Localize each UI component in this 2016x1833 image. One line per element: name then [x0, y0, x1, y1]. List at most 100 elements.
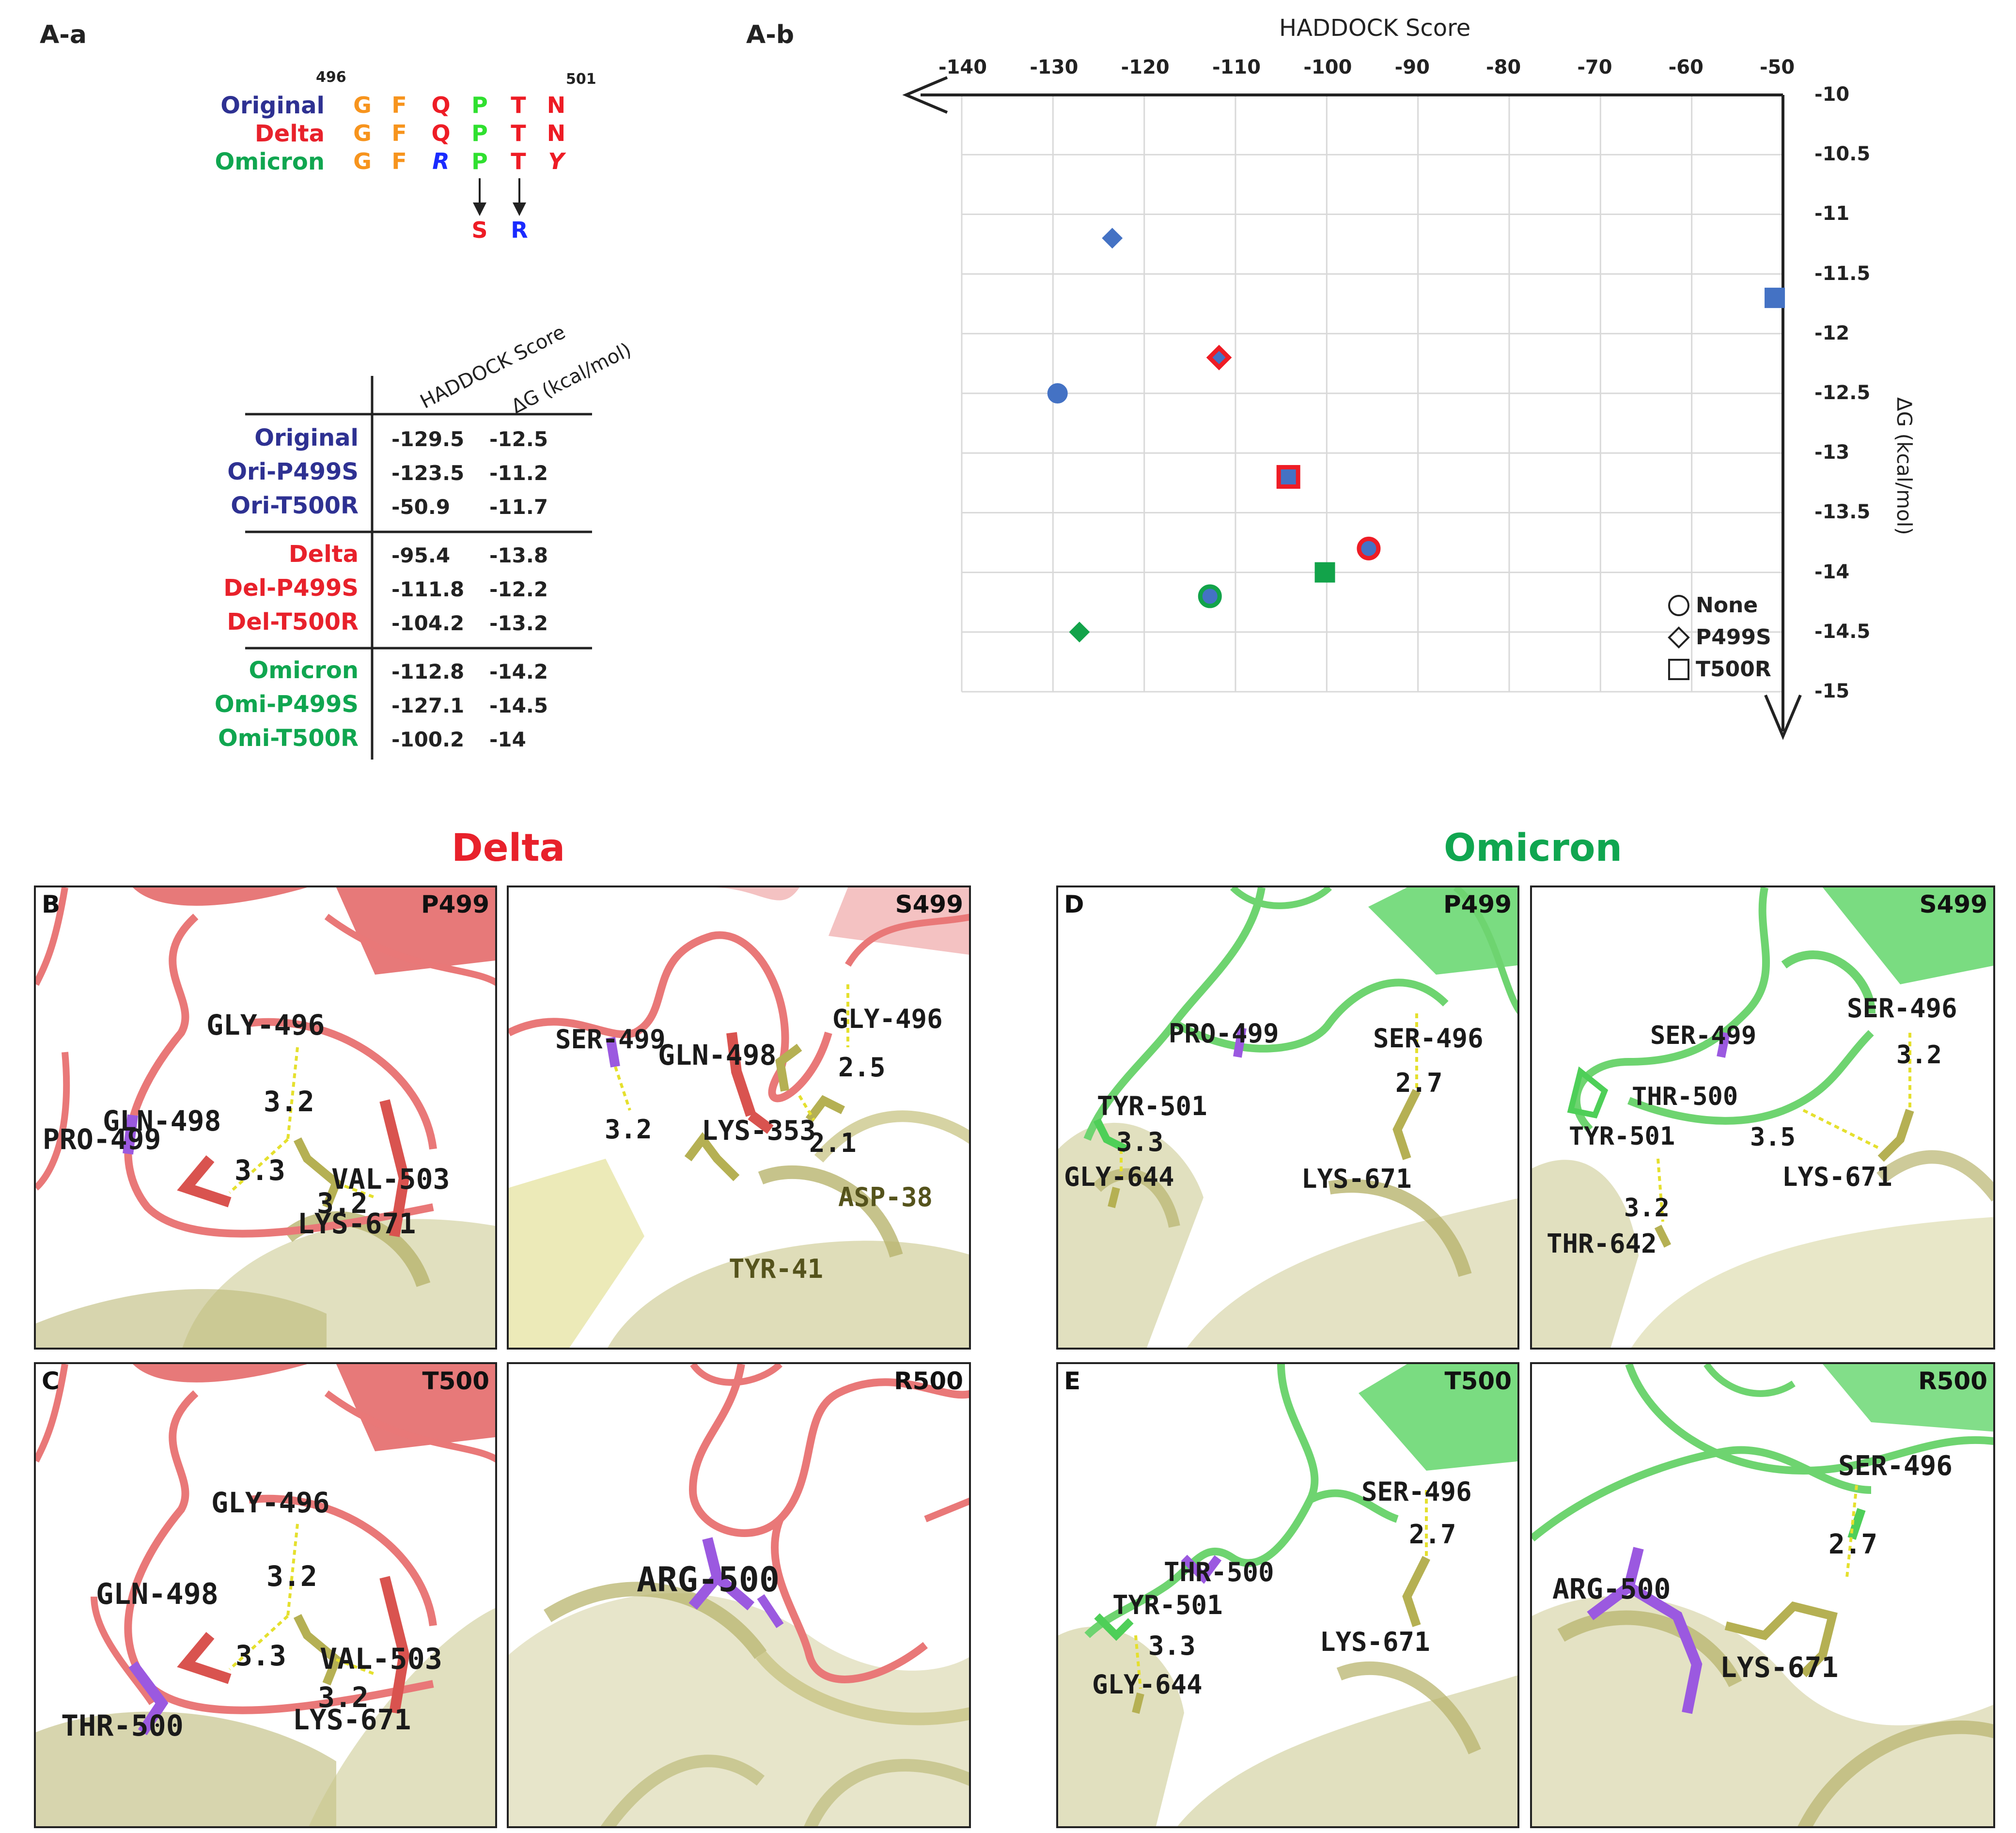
panel-tag: T500: [1444, 1367, 1512, 1395]
legend-marker: [1668, 626, 1690, 649]
residue-label: GLY-644: [1092, 1669, 1203, 1700]
legend-label: P499S: [1696, 625, 1771, 650]
residue: N: [547, 92, 566, 118]
position-start: 496: [316, 69, 346, 86]
mutation-arrows: [473, 178, 526, 216]
residue: G: [353, 148, 372, 174]
structure-render: [1532, 1364, 1993, 1826]
panel-d: D P499 PRO-499 SER-496 TYR-501 GLY-644 L…: [1056, 885, 1519, 1350]
panel-tag: S499: [895, 890, 963, 918]
table-cell-score: -129.5: [391, 427, 465, 451]
panel-tag: R500: [894, 1367, 963, 1395]
residue-label: LYS-671: [297, 1207, 416, 1240]
residue-label: THR-500: [1164, 1557, 1274, 1587]
table-row-name: Original: [254, 424, 359, 451]
residue-label: TYR-501: [1097, 1091, 1207, 1121]
distance-label: 3.2: [317, 1187, 368, 1220]
residue: P: [471, 148, 488, 174]
residue-label: TYR-501: [1112, 1590, 1223, 1620]
table-row-name: Omi-T500R: [218, 725, 359, 752]
panel-label-a-b: A-b: [746, 20, 795, 49]
residue-label: LYS-671: [1301, 1164, 1412, 1194]
panel-tag: T500: [422, 1367, 489, 1395]
residue-label: SER-496: [1838, 1450, 1953, 1482]
residue-label: ARG-500: [637, 1560, 780, 1600]
table-cell-score: -112.8: [391, 660, 465, 683]
residue-label: GLY-496: [832, 1004, 943, 1034]
residue: F: [391, 120, 407, 146]
distance-label: 3.2: [264, 1085, 314, 1118]
y-tick-label: -10: [1814, 83, 1850, 106]
distance-label: 2.7: [1409, 1519, 1456, 1550]
residue-label: VAL-503: [320, 1642, 442, 1676]
y-tick-label: -15: [1814, 680, 1850, 702]
panel-delta-s499: S499 SER-499 GLN-498 GLY-496 LYS-353 ASP…: [507, 885, 971, 1350]
y-tick-label: -10.5: [1814, 143, 1871, 166]
x-tick-label: -80: [1486, 56, 1521, 78]
x-tick-label: -100: [1303, 56, 1352, 78]
table-cell-dg: -11.7: [489, 495, 548, 519]
residue-label: GLY-496: [211, 1486, 330, 1519]
table-row-name: Del-T500R: [227, 608, 359, 636]
structure-render: [36, 1364, 495, 1826]
y-tick-label: -12.5: [1814, 382, 1871, 404]
residue-label: GLN-498: [103, 1104, 221, 1137]
residue-label: ASP-38: [838, 1182, 933, 1212]
data-point: [1069, 621, 1090, 643]
residue: P: [471, 92, 488, 118]
table-cell-dg: -12.5: [489, 427, 548, 451]
panel-delta-r500: R500 ARG-500: [507, 1362, 971, 1828]
y-tick-label: -13: [1814, 441, 1850, 464]
residue: T: [511, 92, 526, 118]
residue: Y: [548, 148, 564, 174]
panel-b: B P499 GLY-496 GLN-498 PRO-499 VAL-503 L…: [34, 885, 497, 1350]
table-cell-score: -123.5: [391, 461, 465, 485]
residue-label: LYS-671: [1720, 1651, 1839, 1684]
table-row-name: Omicron: [249, 657, 359, 684]
residue: N: [547, 120, 566, 146]
x-tick-label: -50: [1760, 56, 1795, 78]
table-cell-score: -95.4: [391, 544, 451, 567]
residue-label: TYR-41: [729, 1254, 824, 1284]
chart-points: [1047, 228, 1785, 643]
chart-axes: [902, 76, 1802, 740]
distance-label: 3.3: [1116, 1127, 1164, 1157]
distance-label: 3.2: [266, 1560, 317, 1593]
mutation-s: S: [471, 217, 488, 243]
residue-label: SER-499: [555, 1024, 666, 1055]
table-cell-dg: -13.8: [489, 544, 548, 567]
data-point: [1357, 536, 1381, 560]
structure-render: [1058, 1364, 1517, 1826]
table-cell-dg: -11.2: [489, 461, 548, 485]
residue: G: [353, 92, 372, 118]
residue: T: [511, 148, 526, 174]
x-tick-label: -110: [1212, 56, 1261, 78]
structure-render: [1532, 887, 1993, 1348]
residue-label: GLN-498: [96, 1577, 219, 1611]
table-cell-dg: -14.2: [489, 660, 548, 683]
x-tick-label: -130: [1030, 56, 1078, 78]
residue-label: SER-496: [1361, 1476, 1472, 1507]
data-point: [1314, 562, 1335, 583]
data-point: [1276, 465, 1300, 489]
position-end: 501: [566, 71, 596, 88]
table-row-name: Ori-T500R: [231, 492, 359, 519]
residue-label: VAL-503: [331, 1163, 450, 1196]
y-tick-label: -13.5: [1814, 501, 1871, 524]
data-point: [1047, 383, 1068, 404]
y-tick-label: -12: [1814, 322, 1850, 344]
residue-label: GLY-644: [1064, 1162, 1174, 1192]
table-row-name: Del-P499S: [223, 575, 359, 602]
panel-letter: C: [42, 1367, 60, 1395]
distance-label: 2.7: [1395, 1068, 1443, 1098]
structure-render: [509, 887, 969, 1348]
distance-label: 3.3: [1148, 1631, 1196, 1661]
structure-render: [36, 887, 495, 1348]
residue-label: THR-642: [1547, 1228, 1657, 1259]
distance-label: 2.1: [809, 1128, 857, 1158]
distance-label: 3.2: [318, 1681, 369, 1714]
residue-label: GLY-496: [206, 1009, 325, 1041]
table-cell-dg: -14: [489, 728, 526, 751]
x-tick-label: -70: [1577, 56, 1612, 78]
legend-label: T500R: [1696, 657, 1771, 682]
